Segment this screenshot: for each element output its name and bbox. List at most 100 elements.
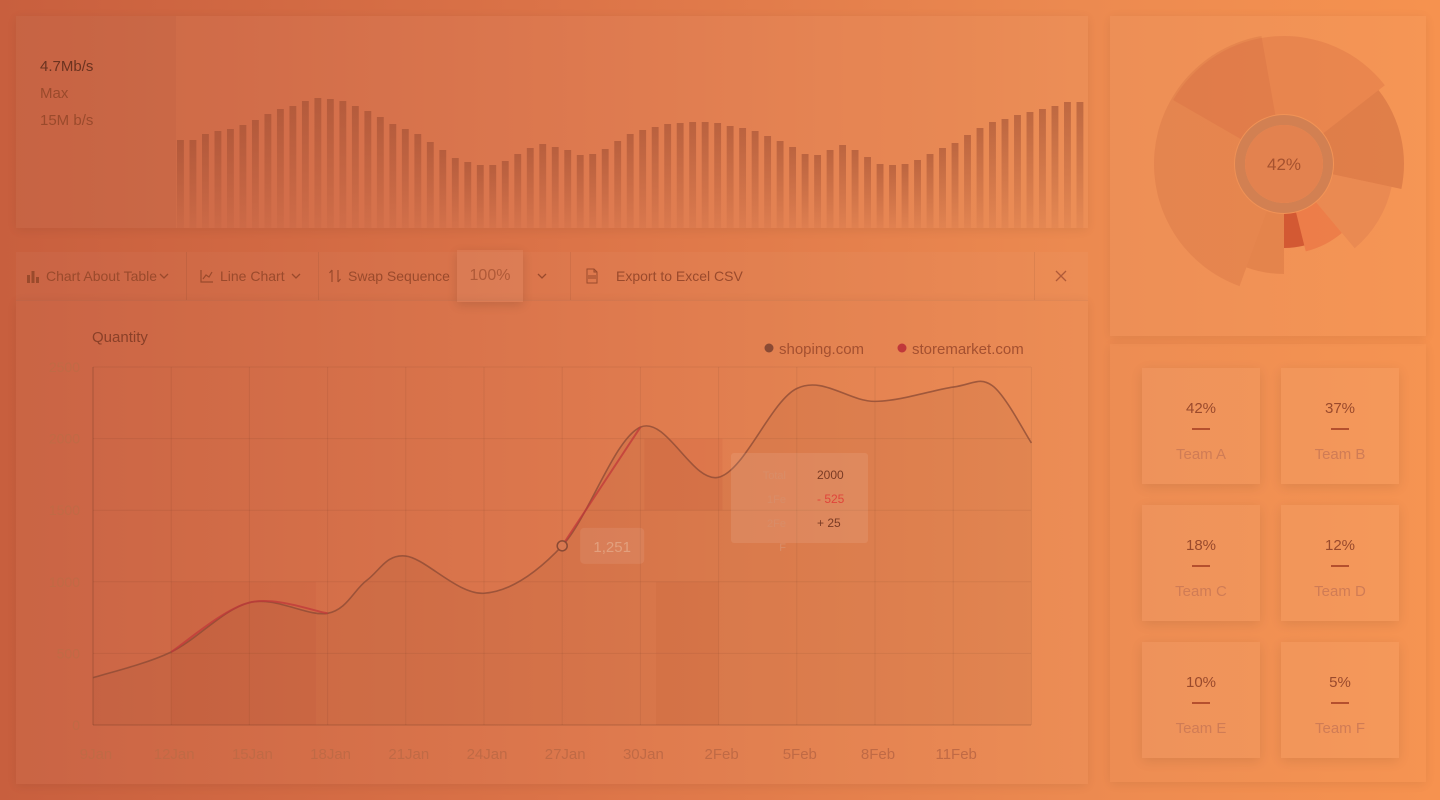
traffic-bar	[1076, 102, 1084, 228]
traffic-bar	[1001, 119, 1009, 228]
traffic-bar	[951, 143, 959, 228]
traffic-bar	[439, 150, 447, 228]
traffic-bar	[276, 109, 284, 228]
csv-file-icon	[586, 268, 598, 284]
traffic-bar	[1014, 115, 1021, 228]
traffic-bar	[1039, 109, 1046, 228]
chevron-down-icon	[159, 273, 169, 279]
donut-ring	[1235, 115, 1333, 213]
traffic-bar	[414, 134, 422, 228]
tooltip-row-value: - 525	[817, 492, 845, 506]
traffic-bar	[876, 164, 884, 228]
chevron-down-icon	[291, 273, 301, 279]
traffic-bar	[714, 123, 722, 228]
team-divider	[1192, 428, 1210, 430]
line-chart-dropdown[interactable]: Line Chart	[200, 252, 301, 300]
toolbar-divider	[318, 252, 319, 300]
legend-label: storemarket.com	[912, 341, 1024, 358]
tooltip-row-label: F	[779, 542, 786, 554]
traffic-bar	[189, 140, 197, 228]
traffic-bar	[701, 122, 709, 228]
donut-slice	[1323, 90, 1404, 189]
team-card[interactable]: 5% Team F	[1281, 642, 1399, 758]
traffic-bar	[564, 150, 572, 228]
traffic-bar	[289, 106, 297, 228]
toolbar-divider	[1034, 252, 1035, 300]
traffic-bar	[376, 117, 384, 228]
traffic-bar	[551, 147, 559, 228]
traffic-bar	[339, 101, 347, 228]
donut-center	[1245, 125, 1323, 203]
traffic-bar	[751, 131, 759, 228]
legend-label: shoping.com	[779, 341, 864, 358]
x-tick-label: 27Jan	[545, 746, 586, 763]
team-card[interactable]: 18% Team C	[1142, 505, 1260, 621]
team-percentage: 37%	[1324, 400, 1356, 417]
team-card[interactable]: 42% Team A	[1142, 368, 1260, 484]
traffic-bar	[964, 135, 971, 228]
swap-sequence-button[interactable]: Swap Sequence	[328, 252, 450, 300]
team-divider	[1331, 428, 1349, 430]
y-tick-label: 500	[57, 645, 81, 661]
chart-about-table-dropdown[interactable]: Chart About Table	[26, 252, 169, 300]
max-value: 15M b/s	[40, 112, 94, 129]
line-chart-label: Line Chart	[220, 268, 285, 284]
line-chart-panel: 2500 2000 1500 1000 500 0 9Jan 12Jan 15Jan 18Jan 2…	[16, 300, 1088, 784]
traffic-bar	[864, 157, 871, 228]
zoom-level[interactable]: 100%	[457, 250, 523, 302]
team-name: Team C	[1175, 583, 1227, 600]
donut-chart: 42%	[1154, 35, 1404, 287]
traffic-bar	[576, 155, 584, 228]
max-label: Max	[40, 85, 69, 102]
team-name: Team D	[1314, 583, 1366, 600]
legend-dot	[897, 343, 907, 353]
point-label-box	[580, 527, 645, 564]
traffic-bar	[914, 160, 921, 228]
chevron-down-icon	[537, 273, 547, 279]
x-tick-label: 21Jan	[388, 746, 429, 763]
donut-panel: 42%	[1110, 16, 1426, 336]
bar-chart-icon	[27, 271, 39, 283]
team-card[interactable]: 12% Team D	[1281, 505, 1399, 621]
team-percentage: 18%	[1185, 537, 1217, 554]
team-name: Team A	[1175, 446, 1227, 463]
swap-sequence-label: Swap Sequence	[348, 268, 450, 284]
traffic-bar	[764, 136, 772, 228]
tooltip-row-value: + 25	[817, 516, 841, 530]
team-divider	[1192, 565, 1210, 567]
traffic-bar	[351, 106, 359, 228]
series-line-storemarket	[170, 600, 328, 653]
traffic-bar	[264, 114, 272, 228]
close-button[interactable]	[1054, 252, 1068, 300]
traffic-bar	[314, 98, 322, 228]
y-tick-label: 0	[72, 717, 80, 733]
zoom-dropdown-button[interactable]	[536, 252, 548, 300]
team-name: Team B	[1314, 446, 1366, 463]
tooltip-box	[731, 453, 868, 543]
toolbar-divider	[186, 252, 187, 300]
traffic-bar	[177, 140, 184, 228]
traffic-bar	[589, 154, 597, 228]
team-divider	[1331, 702, 1349, 704]
traffic-bar	[739, 128, 747, 228]
team-percentage: 10%	[1185, 674, 1217, 691]
y-tick-label: 2000	[49, 431, 80, 447]
team-percentage: 42%	[1185, 400, 1217, 417]
x-tick-label: 9Jan	[80, 746, 113, 763]
team-card[interactable]: 10% Team E	[1142, 642, 1260, 758]
x-tick-label: 30Jan	[623, 746, 664, 763]
team-card[interactable]: 37% Team B	[1281, 368, 1399, 484]
donut-slice	[1246, 210, 1284, 274]
x-tick-label: 5Feb	[783, 746, 817, 763]
traffic-bar	[614, 141, 622, 228]
donut-slice	[1284, 212, 1305, 248]
traffic-bar	[726, 126, 734, 228]
legend-dot	[764, 343, 774, 353]
current-rate: 4.7Mb/s	[40, 58, 94, 75]
team-percentage: 5%	[1329, 674, 1351, 691]
traffic-bar	[639, 130, 647, 228]
export-label: Export to Excel CSV	[616, 268, 743, 284]
export-csv-button[interactable]: Export to Excel CSV	[584, 252, 743, 300]
traffic-bar	[1051, 106, 1059, 228]
